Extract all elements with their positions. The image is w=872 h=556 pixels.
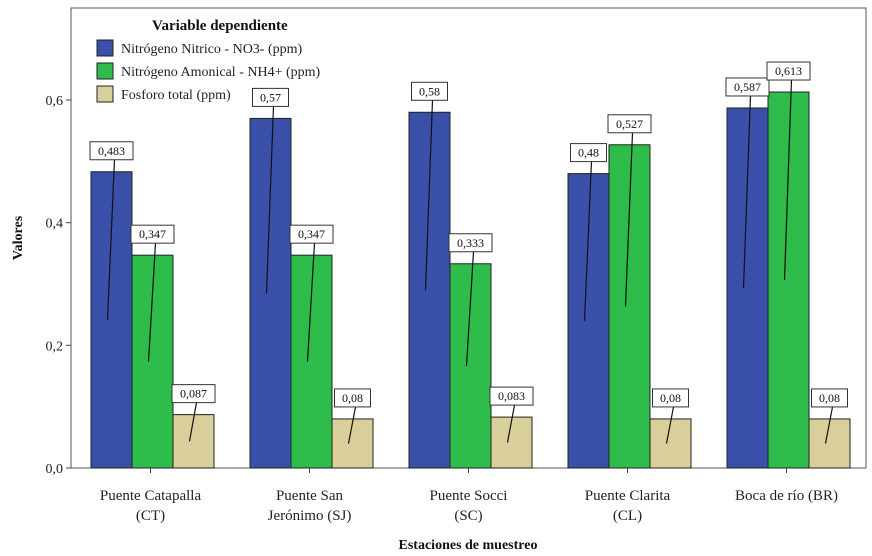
legend-swatch [96, 39, 114, 57]
data-label-box [607, 114, 652, 134]
data-label-leader [347, 406, 357, 444]
data-label: 0,08 [660, 391, 681, 405]
data-label: 0,57 [260, 90, 281, 104]
x-tick-label: Jerónimo (SJ) [268, 508, 352, 524]
y-axis-title: Valores [11, 215, 26, 260]
bar [767, 91, 810, 469]
data-label: 0,08 [342, 391, 363, 405]
data-label-box [130, 224, 175, 244]
data-label-box [766, 61, 811, 81]
data-label-box [489, 386, 534, 406]
bar [331, 418, 374, 469]
x-tick-label: Puente Socci [430, 488, 508, 504]
y-tick-label: 0,0 [46, 462, 64, 477]
x-tick-label: Boca de río (BR) [735, 488, 838, 504]
data-label-box [570, 143, 607, 163]
legend-entry: Fosforo total (ppm) [121, 88, 231, 103]
bar [172, 414, 215, 469]
data-label-box [89, 141, 134, 161]
data-label-box [289, 224, 334, 244]
legend-entry: Nitrógeno Amonical - NH4+ (ppm) [121, 65, 321, 80]
data-label-leader [783, 80, 793, 281]
data-label-box [725, 77, 770, 97]
data-label: 0,527 [616, 117, 643, 131]
data-label: 0,08 [819, 391, 840, 405]
data-label-box [334, 388, 371, 408]
legend-swatch [96, 62, 114, 80]
x-tick-label: (CL) [613, 508, 642, 524]
data-label-leader [583, 161, 593, 321]
data-label-box [448, 233, 493, 253]
bar [808, 418, 851, 469]
data-label: 0,587 [734, 80, 761, 94]
x-tick-label: (SC) [454, 508, 482, 524]
data-label-leader [265, 106, 275, 294]
data-label-leader [506, 404, 516, 443]
y-tick-label: 0,6 [46, 94, 64, 109]
data-label-leader [624, 132, 634, 307]
data-label-box [171, 384, 216, 404]
data-label: 0,48 [578, 146, 599, 160]
data-label: 0,613 [775, 64, 802, 78]
y-axis: 0,0 0,2 0,4 0,6 [46, 94, 71, 477]
bar [649, 418, 692, 469]
data-label: 0,483 [98, 144, 125, 158]
data-label-leader [188, 402, 198, 442]
data-label-box [811, 388, 848, 408]
y-tick-label: 0,2 [46, 339, 64, 354]
y-tick-label: 0,4 [46, 217, 64, 232]
x-tick-label: Puente Catapalla [100, 488, 202, 504]
data-label-leader [824, 406, 834, 444]
x-tick-label: Puente San [276, 488, 344, 504]
data-label-box [411, 81, 448, 101]
legend-swatch [96, 85, 114, 103]
legend-entry: Nitrógeno Nitrico - NO3- (ppm) [121, 42, 303, 57]
data-label-leader [424, 100, 434, 291]
data-label-leader [742, 95, 752, 289]
data-label: 0,333 [457, 236, 484, 250]
data-label: 0,347 [139, 227, 166, 241]
data-label-box [252, 87, 289, 107]
data-labels: 0,483 0,347 0,087 0,57 0,347 0,08 0,58 0,333 0,0… [89, 61, 848, 444]
x-tick-label: Puente Clarita [585, 488, 671, 504]
data-label-leader [106, 159, 116, 320]
data-label-leader [147, 243, 157, 362]
bar [490, 416, 533, 469]
x-axis: Puente Catapalla (CT) Puente San Jerónimo (… [100, 468, 838, 524]
legend: Variable dependiente Nitrógeno Nitrico - … [96, 18, 321, 103]
data-label-leader [665, 406, 675, 444]
x-tick-label: (CT) [136, 508, 165, 524]
data-label: 0,58 [419, 84, 440, 98]
data-label: 0,347 [298, 227, 325, 241]
data-label-box [652, 388, 689, 408]
data-label-leader [306, 243, 316, 362]
x-axis-title: Estaciones de muestreo [399, 538, 538, 553]
data-label-leader [465, 251, 475, 366]
data-label: 0,083 [498, 389, 525, 403]
data-label: 0,087 [180, 387, 207, 401]
legend-title: Variable dependiente [152, 18, 288, 34]
